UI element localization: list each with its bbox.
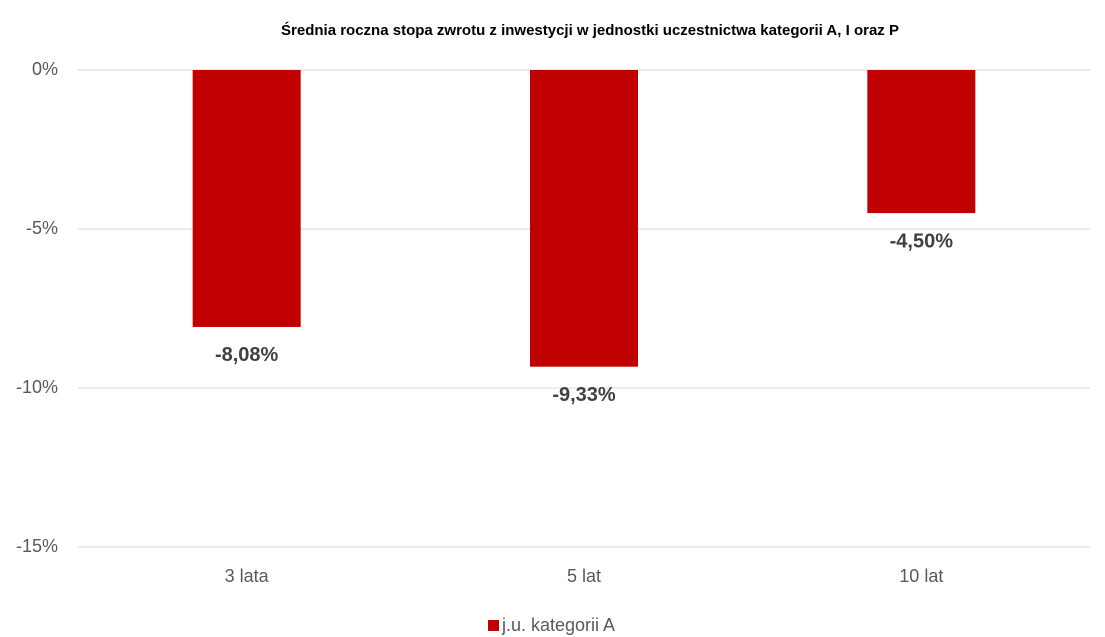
bar	[530, 70, 638, 367]
data-label: -9,33%	[552, 384, 616, 406]
legend-label: j.u. kategorii A	[501, 615, 615, 635]
bar	[867, 70, 976, 214]
bar	[192, 70, 301, 327]
y-tick-label: -10%	[16, 377, 58, 397]
chart-title: Średnia roczna stopa zwrotu z inwestycji…	[281, 21, 899, 39]
x-tick-label: 3 lata	[225, 566, 270, 586]
x-tick-label: 10 lat	[899, 566, 943, 586]
legend-swatch	[488, 620, 499, 631]
data-label: -8,08%	[215, 344, 279, 366]
y-tick-label: -5%	[26, 218, 58, 238]
y-tick-label: 0%	[32, 59, 58, 79]
x-tick-label: 5 lat	[567, 566, 601, 586]
y-tick-label: -15%	[16, 536, 58, 556]
data-label: -4,50%	[890, 230, 954, 252]
